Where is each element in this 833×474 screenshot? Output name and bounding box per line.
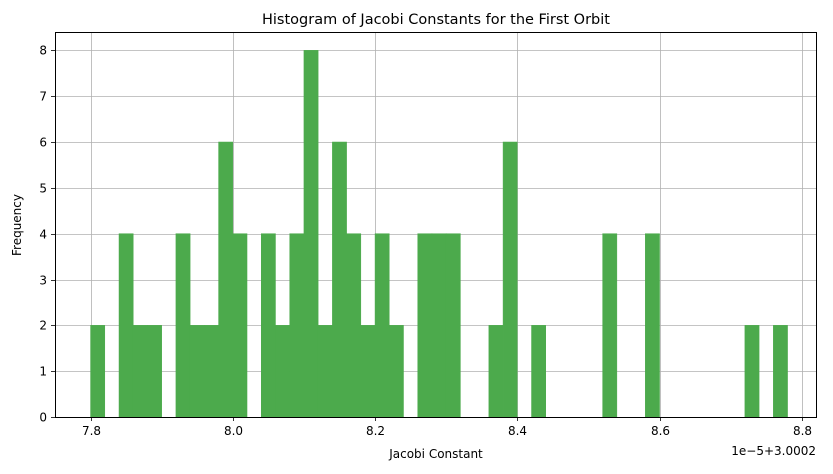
histogram-bar <box>374 233 390 418</box>
histogram-bar <box>189 325 205 418</box>
histogram-bar <box>346 233 362 418</box>
y-tick-label: 0 <box>39 411 47 425</box>
y-tick-label: 1 <box>39 365 47 379</box>
histogram-bar <box>90 325 106 418</box>
histogram-bar <box>502 141 518 418</box>
histogram-bar <box>261 233 276 418</box>
histogram-bar <box>645 233 660 418</box>
x-tick-label: 8.2 <box>366 424 385 438</box>
y-tick-label: 6 <box>39 136 47 150</box>
x-tick-label: 8.6 <box>651 424 670 438</box>
histogram-bar <box>360 325 376 418</box>
y-tick-label: 4 <box>39 228 47 242</box>
y-tick-label: 5 <box>39 182 47 196</box>
histogram-bar <box>218 141 234 418</box>
histogram-bar <box>445 233 461 418</box>
histogram-bar <box>147 325 162 418</box>
histogram-bar <box>744 325 760 418</box>
histogram-bar <box>232 233 248 418</box>
histogram-bar <box>204 325 219 418</box>
y-tick-label: 2 <box>39 319 47 333</box>
histogram-bar <box>303 50 319 418</box>
histogram-bar <box>317 325 333 418</box>
y-ticks: 0 1 2 3 4 5 6 7 8 <box>39 44 55 425</box>
bars <box>90 50 788 418</box>
x-tick-label: 8.0 <box>224 424 243 438</box>
chart-title: Histogram of Jacobi Constants for the Fi… <box>262 12 610 28</box>
x-tick-label: 7.8 <box>82 424 101 438</box>
histogram-bar <box>275 325 290 418</box>
y-tick-label: 8 <box>39 44 47 58</box>
x-offset-label: 1e−5+3.0002 <box>731 444 816 458</box>
histogram-bar <box>488 325 504 418</box>
histogram-bar <box>773 325 788 418</box>
plot-frame <box>55 32 817 418</box>
histogram-bar <box>431 233 447 418</box>
histogram-bar <box>332 141 347 418</box>
histogram-bar <box>531 325 546 418</box>
y-tick-label: 3 <box>39 274 47 288</box>
histogram-bar <box>175 233 191 418</box>
histogram-bar <box>132 325 148 418</box>
y-tick-label: 7 <box>39 90 47 104</box>
histogram-bar <box>602 233 618 418</box>
histogram-bar <box>389 325 404 418</box>
histogram-bar <box>118 233 134 418</box>
y-axis-label: Frequency <box>10 194 24 256</box>
x-axis-label: Jacobi Constant <box>388 447 483 461</box>
histogram-bar <box>417 233 433 418</box>
x-tick-label: 8.4 <box>508 424 527 438</box>
x-ticks: 7.8 8.0 8.2 8.4 8.6 8.8 <box>82 417 812 438</box>
histogram-bar <box>289 233 305 418</box>
x-tick-label: 8.8 <box>793 424 812 438</box>
